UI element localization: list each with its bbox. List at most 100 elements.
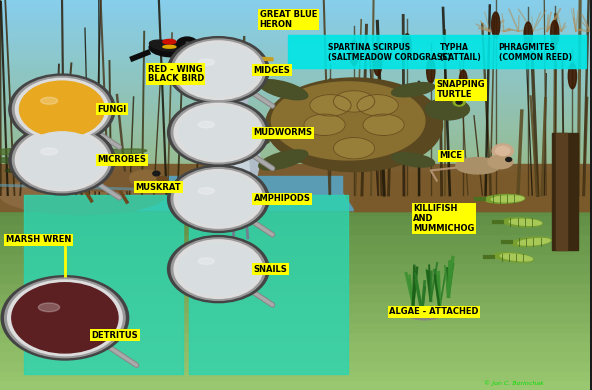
Ellipse shape <box>500 254 532 261</box>
Ellipse shape <box>488 155 513 168</box>
Circle shape <box>174 103 263 162</box>
Ellipse shape <box>149 41 187 57</box>
Circle shape <box>5 278 125 358</box>
Ellipse shape <box>41 148 57 155</box>
Ellipse shape <box>391 153 435 167</box>
Ellipse shape <box>551 21 559 46</box>
Ellipse shape <box>494 253 533 262</box>
Circle shape <box>178 106 259 159</box>
Bar <box>0 156 590 163</box>
Circle shape <box>492 144 513 158</box>
Ellipse shape <box>28 152 52 160</box>
Bar <box>552 133 578 250</box>
Ellipse shape <box>304 114 345 135</box>
Bar <box>0 263 590 273</box>
Ellipse shape <box>0 149 29 155</box>
Circle shape <box>153 171 160 176</box>
Bar <box>0 370 590 380</box>
Ellipse shape <box>426 307 453 317</box>
Ellipse shape <box>0 176 165 214</box>
Ellipse shape <box>374 50 382 76</box>
Bar <box>189 195 348 374</box>
Text: MIDGES: MIDGES <box>254 66 291 75</box>
Bar <box>0 85 590 91</box>
Bar <box>0 224 590 234</box>
Ellipse shape <box>391 83 435 97</box>
Ellipse shape <box>198 121 214 128</box>
Bar <box>0 124 590 130</box>
Ellipse shape <box>459 70 467 96</box>
Text: MUDWORMS: MUDWORMS <box>254 128 313 137</box>
Bar <box>0 149 590 156</box>
Text: GREAT BLUE
HERON: GREAT BLUE HERON <box>260 10 317 29</box>
Ellipse shape <box>163 39 176 44</box>
Circle shape <box>168 99 269 166</box>
Ellipse shape <box>149 40 181 51</box>
Bar <box>0 215 590 224</box>
Bar <box>0 20 590 26</box>
Text: SNAPPING
TURTLE: SNAPPING TURTLE <box>437 80 485 99</box>
Bar <box>0 71 590 78</box>
Ellipse shape <box>333 137 375 159</box>
Bar <box>0 110 590 117</box>
Bar <box>0 273 590 283</box>
Bar <box>0 380 590 390</box>
Ellipse shape <box>198 188 214 194</box>
Text: MUSKRAT: MUSKRAT <box>136 183 181 192</box>
Ellipse shape <box>71 171 147 191</box>
Ellipse shape <box>9 141 78 151</box>
Text: RED - WING
BLACK BIRD: RED - WING BLACK BIRD <box>147 65 204 83</box>
Ellipse shape <box>407 308 443 320</box>
Text: KILLIFISH
AND
MUMMICHOG: KILLIFISH AND MUMMICHOG <box>413 204 474 232</box>
Circle shape <box>20 81 104 137</box>
Circle shape <box>1 276 128 360</box>
Circle shape <box>174 41 263 99</box>
Ellipse shape <box>326 79 334 105</box>
Ellipse shape <box>509 219 541 225</box>
Circle shape <box>174 170 263 228</box>
Ellipse shape <box>0 158 39 165</box>
Bar <box>0 234 590 244</box>
Text: © Jon C. Borinchak: © Jon C. Borinchak <box>484 381 543 386</box>
Ellipse shape <box>350 40 358 66</box>
Bar <box>0 188 590 195</box>
Bar <box>0 7 590 13</box>
Circle shape <box>8 280 122 356</box>
Ellipse shape <box>198 258 214 264</box>
Ellipse shape <box>5 168 64 174</box>
Text: AMPHIPODS: AMPHIPODS <box>254 194 311 204</box>
Bar <box>0 104 590 110</box>
Ellipse shape <box>218 117 260 195</box>
Bar <box>0 283 590 292</box>
Bar <box>0 312 590 322</box>
Bar <box>0 254 590 263</box>
Text: DETRITUS: DETRITUS <box>92 331 138 340</box>
Ellipse shape <box>491 196 524 202</box>
Polygon shape <box>106 193 354 211</box>
Bar <box>0 26 590 32</box>
Circle shape <box>12 76 111 142</box>
Text: ALGAE - ATTACHED: ALGAE - ATTACHED <box>390 307 479 317</box>
Text: SPARTINA SCIRPUS
(SALTMEADOW CORDGRASS): SPARTINA SCIRPUS (SALTMEADOW CORDGRASS) <box>327 43 451 62</box>
Text: MICE: MICE <box>440 151 462 161</box>
Circle shape <box>9 125 115 195</box>
Circle shape <box>456 100 462 104</box>
Bar <box>0 98 590 104</box>
Ellipse shape <box>568 63 577 89</box>
Bar <box>0 292 590 302</box>
Circle shape <box>176 37 198 51</box>
Bar <box>0 195 590 205</box>
Bar <box>0 176 590 182</box>
Bar <box>0 65 590 71</box>
Text: FUNGI: FUNGI <box>97 105 127 114</box>
Bar <box>0 169 590 176</box>
Circle shape <box>168 236 269 303</box>
Bar <box>0 32 590 39</box>
Bar <box>0 78 590 85</box>
Text: PHRAGMITES
(COMMON REED): PHRAGMITES (COMMON REED) <box>498 43 572 62</box>
Ellipse shape <box>266 78 443 172</box>
Ellipse shape <box>217 140 249 203</box>
Text: MARSH WREN: MARSH WREN <box>6 235 71 245</box>
Bar <box>0 46 590 52</box>
Bar <box>354 172 590 211</box>
